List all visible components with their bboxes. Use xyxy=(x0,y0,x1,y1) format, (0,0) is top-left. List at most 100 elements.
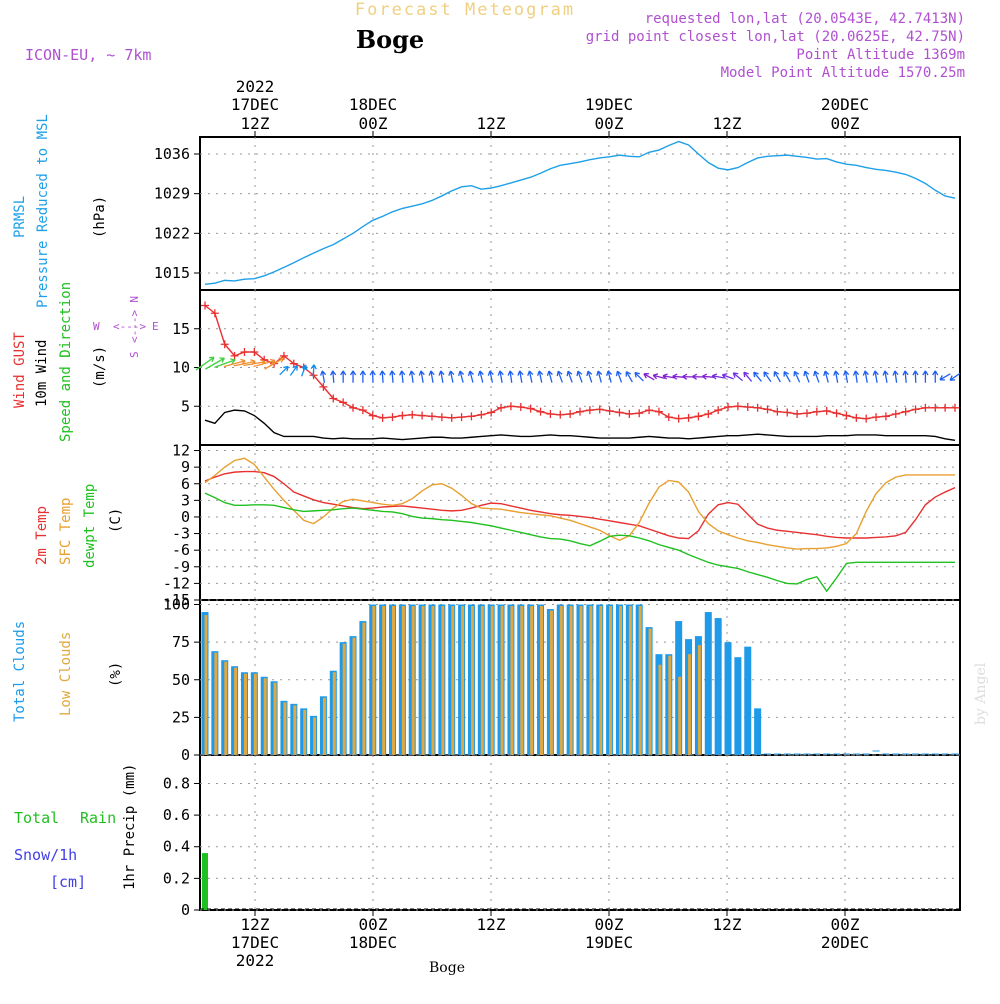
wind-direction-arrow xyxy=(643,373,655,381)
wind-direction-arrow xyxy=(922,370,929,383)
gust-marker xyxy=(783,408,792,417)
low-cloud-bar xyxy=(461,606,465,755)
compass-n: N xyxy=(128,296,141,303)
total-cloud-bar xyxy=(852,753,860,755)
gust-marker xyxy=(605,406,614,415)
y-tick-label: 15 xyxy=(172,320,190,338)
wind-direction-arrow xyxy=(448,370,455,383)
compass-e: E xyxy=(152,320,159,333)
wind-direction-arrow xyxy=(389,370,396,383)
panel-labels: PRMSL Pressure Reduced to MSL (hPa) Wind… xyxy=(12,114,159,891)
gust-marker xyxy=(457,413,466,422)
low-cloud-bar xyxy=(451,606,455,755)
total-cloud-bar xyxy=(773,753,781,755)
panel-frame-0 xyxy=(199,136,961,291)
wind-direction-arrow xyxy=(517,370,524,383)
gust-marker xyxy=(645,406,654,415)
low-cloud-bar xyxy=(520,606,524,755)
low-cloud-bar xyxy=(648,628,652,755)
wind10m-line xyxy=(204,409,956,442)
total-cloud-bar xyxy=(744,646,752,755)
wind-direction-arrow xyxy=(438,370,445,383)
total-cloud-bar xyxy=(931,753,939,755)
model-label: ICON-EU, ~ 7km xyxy=(25,46,151,64)
gust-marker xyxy=(664,413,673,422)
label-sfc-temp: SFC Temp xyxy=(58,498,74,565)
gust-marker xyxy=(388,413,397,422)
wind-direction-arrow xyxy=(892,370,899,383)
label-c: (C) xyxy=(108,508,124,533)
compass-w: W xyxy=(93,320,100,333)
top-date-label: 18DEC xyxy=(349,95,397,114)
total-cloud-bar xyxy=(823,753,831,755)
label-prmsl: PRMSL xyxy=(12,196,28,238)
gust-marker xyxy=(793,410,802,418)
low-cloud-bar xyxy=(253,673,257,755)
label-dewpt: dewpt Temp xyxy=(82,484,98,568)
label-ms: (m/s) xyxy=(92,346,108,388)
gust-marker xyxy=(210,309,219,318)
wind-direction-arrow xyxy=(753,371,762,382)
rain-bar xyxy=(202,853,208,910)
total-cloud-bar xyxy=(833,753,841,755)
wind-direction-arrow xyxy=(319,370,327,383)
wind-direction-arrow xyxy=(359,370,367,383)
low-cloud-bar xyxy=(313,717,317,755)
label-hpa: (hPa) xyxy=(92,196,108,238)
wind-direction-arrow xyxy=(537,370,544,383)
gust-marker xyxy=(506,402,515,411)
wind-direction-arrow xyxy=(939,373,951,381)
gust-marker xyxy=(418,411,427,420)
total-cloud-bar xyxy=(921,753,929,755)
gust-marker xyxy=(556,410,565,419)
total-cloud-bar xyxy=(734,657,742,755)
low-cloud-bar xyxy=(579,606,583,755)
low-cloud-bar xyxy=(263,678,267,755)
y-tick-label: -6 xyxy=(172,541,190,559)
total-cloud-bar xyxy=(912,753,920,755)
gust-marker xyxy=(240,348,249,356)
gust-marker xyxy=(941,403,950,412)
wind-direction-arrow xyxy=(586,370,593,383)
low-cloud-bar xyxy=(589,606,593,755)
compass-icon: W <---> E N <---> S xyxy=(93,296,159,358)
low-cloud-bar xyxy=(480,606,484,755)
gust-marker xyxy=(763,405,772,414)
gust-marker xyxy=(467,412,476,421)
y-tick-label: -12 xyxy=(163,574,190,592)
label-total: Total xyxy=(14,809,59,827)
wind-direction-arrow xyxy=(763,371,772,383)
bottom-hour-label: 00Z xyxy=(359,915,388,934)
low-cloud-bar xyxy=(283,702,287,755)
gust-marker xyxy=(852,413,861,422)
wind-direction-arrow xyxy=(662,373,675,380)
wind-direction-arrow xyxy=(882,370,889,383)
wind-direction-arrow xyxy=(507,370,514,383)
footer-location: Boge xyxy=(429,960,465,976)
low-cloud-bar xyxy=(668,655,672,755)
chart-marks xyxy=(195,140,961,910)
bottom-hour-label: 12Z xyxy=(477,915,506,934)
low-cloud-bar xyxy=(530,606,534,755)
gust-marker xyxy=(497,403,506,412)
low-cloud-bar xyxy=(352,637,356,755)
top-hour-label: 12Z xyxy=(713,114,742,133)
low-cloud-bar xyxy=(234,667,238,755)
gust-marker xyxy=(615,408,624,417)
total-cloud-bar xyxy=(872,750,880,752)
wind-direction-arrow xyxy=(852,370,860,383)
total-cloud-bar xyxy=(951,753,959,755)
gust-marker xyxy=(358,406,367,415)
wind-direction-arrow xyxy=(793,370,801,383)
grid-coords: grid point closest lon,lat (20.0625E, 42… xyxy=(586,29,965,45)
gust-marker xyxy=(753,403,762,412)
wind-direction-arrow xyxy=(349,370,357,383)
wind-direction-arrow xyxy=(195,356,215,371)
sfctemp-line xyxy=(204,457,955,550)
gust-marker xyxy=(842,411,851,420)
low-cloud-bar xyxy=(540,606,544,755)
wind-direction-arrow xyxy=(340,370,347,383)
gust-marker xyxy=(654,407,663,416)
total-cloud-bar xyxy=(882,753,890,755)
